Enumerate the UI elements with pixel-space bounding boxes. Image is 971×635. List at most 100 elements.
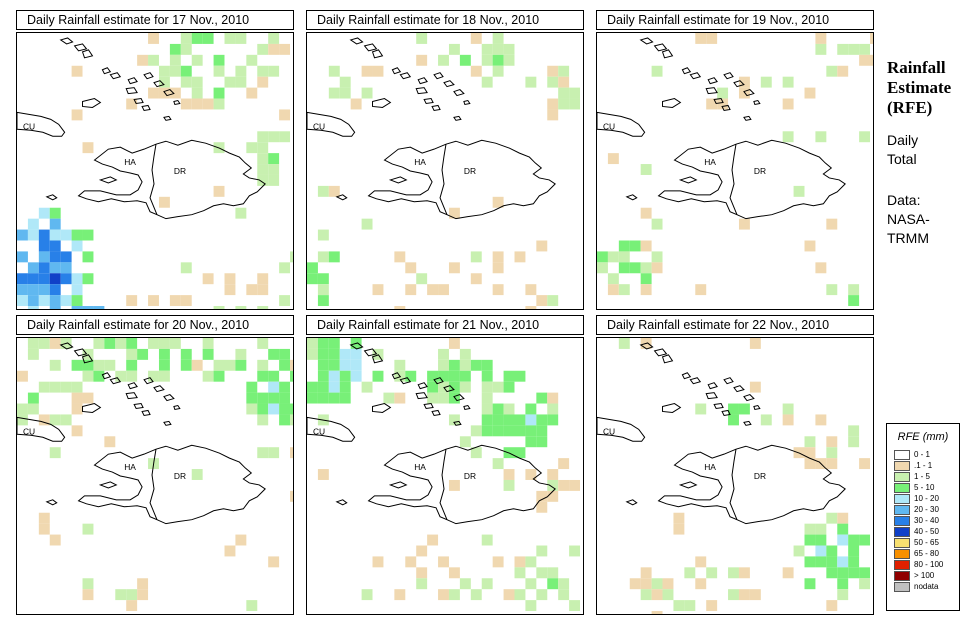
rainfall-cell [17,403,28,415]
rainfall-cell [706,33,718,44]
rainfall-cell [804,447,816,459]
rainfall-cell [536,501,548,513]
rainfall-cell [448,589,460,601]
rainfall-cell [673,523,685,535]
coastline [391,372,402,380]
rainfall-cell [481,534,493,546]
rainfall-cell [525,600,537,612]
rainfall-cell [651,65,663,77]
rainfall-cell [815,43,827,55]
rainfall-cell [148,370,159,382]
rainfall-cell [503,414,515,426]
legend-label: 50 - 65 [914,538,939,547]
coastline [453,394,465,402]
rainfall-cell [361,218,373,230]
coastline [153,385,165,393]
rainfall-cell [169,43,181,55]
rainfall-cell [536,414,548,426]
rainfall-cell [738,403,750,415]
rainfall-cell [268,370,280,382]
rainfall-cell [339,370,351,382]
rainfall-cell [481,54,493,66]
rainfall-cell [782,131,794,143]
rainfall-cell [257,153,269,165]
rainfall-cell [749,338,761,349]
rainfall-cell [115,338,127,349]
rainfall-cell [492,403,504,415]
rainfall-cell [481,392,493,404]
cuba-label: CU [313,121,325,131]
rainfall-cell [738,589,750,601]
rainfall-cell [525,76,537,88]
rainfall-cell [137,54,149,66]
rainfall-cell [49,251,61,263]
dr-label: DR [754,166,766,176]
rainfall-cell [158,65,170,77]
coastline [689,377,702,385]
coastline [653,43,668,52]
rainfall-cell [60,229,72,241]
rainfall-cell [640,567,652,579]
rainfall-cell [481,370,493,382]
rainfall-cell [82,359,94,371]
rainfall-cell [492,33,504,44]
rainfall-cell [492,196,504,208]
legend-item: 50 - 65 [894,537,959,548]
rainfall-cell [279,359,291,371]
coastline [723,377,734,385]
coastline [423,402,434,410]
rainfall-cell [202,33,214,44]
coastlines [597,342,846,525]
rainfall-cell [514,589,526,601]
rainfall-cell [525,556,537,568]
rainfall-cell [651,218,663,230]
coastline [17,111,66,137]
rainfall-cell [93,359,105,371]
coastline [127,77,138,85]
rainfall-cell [169,65,181,77]
rainfall-cell [235,534,247,546]
rainfall-cell [804,87,816,99]
coastline [372,402,392,413]
heading-line: Estimate [887,78,952,97]
rainfall-cell [246,392,258,404]
rainfall-cell [148,54,159,66]
legend-item: .1 - 1 [894,460,959,471]
legend-label: 40 - 50 [914,527,939,536]
rainfall-cell [558,98,570,110]
rainfall-cell [38,273,50,285]
coastline [367,444,556,525]
rainfall-cell [246,381,258,393]
rainfall-cell [706,98,718,110]
rainfall-cell [158,359,170,371]
rainfall-cell [717,98,729,110]
rainfall-cell [607,273,619,285]
rainfall-cell [481,76,493,88]
rainfall-cell [257,403,269,415]
rainfall-cell [279,403,291,415]
rainfall-cell [307,348,318,360]
panel-title: Daily Rainfall estimate for 22 Nov., 201… [596,315,874,335]
rainfall-cell [339,381,351,393]
rainfall-cell [640,240,652,252]
rainfall-cell [815,534,827,546]
coastline [661,354,674,364]
legend-swatch [894,471,910,482]
rainfall-cell [213,185,225,197]
haiti-label: HA [124,462,136,472]
rainfall-cell [536,490,548,502]
daily-total-text: Daily Total [887,131,918,169]
country-border [439,144,448,215]
coastline [417,382,428,390]
rainfall-cell [547,98,559,110]
rainfall-cell [651,578,663,590]
rainfall-cell [60,414,72,426]
rainfall-cell [536,545,548,557]
rainfall-cell [82,589,94,601]
rainfall-cell [514,425,526,437]
rainfall-cell [405,262,417,274]
rainfall-grid [17,33,293,309]
rainfall-cell [525,436,537,448]
rainfall-cell [427,381,439,393]
rainfall-cell [71,229,83,241]
